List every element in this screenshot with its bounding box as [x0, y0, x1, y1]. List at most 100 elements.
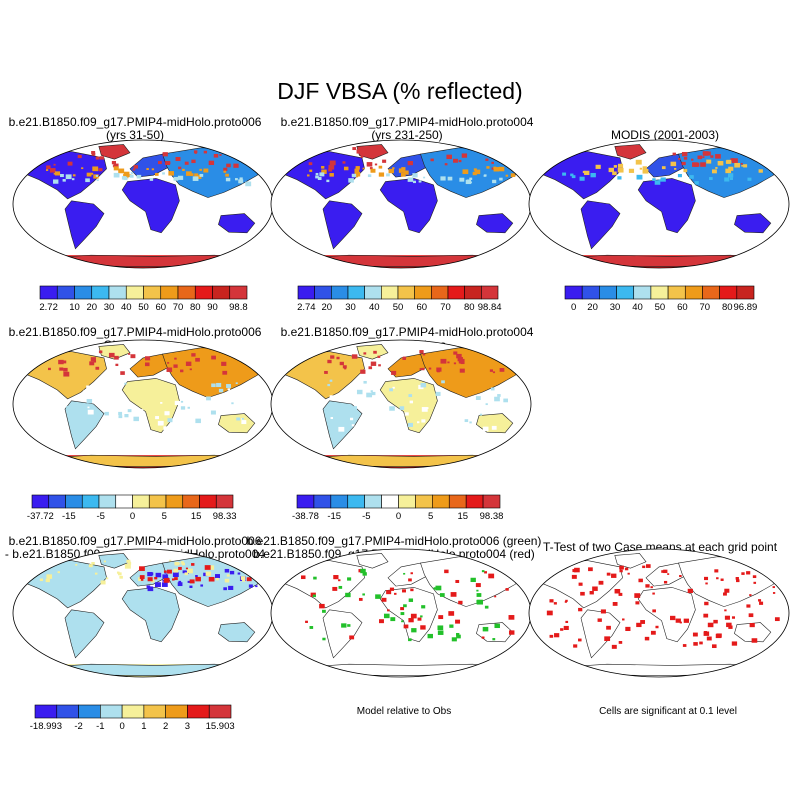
colorbar-swatch	[364, 285, 382, 300]
colorbar-swatch	[177, 285, 196, 300]
colorbar-swatch	[194, 285, 213, 300]
map-cell	[224, 578, 230, 583]
colorbar-swatch	[381, 285, 399, 300]
map-cell	[167, 362, 170, 364]
continent-australia	[734, 622, 772, 643]
map-cell	[248, 584, 253, 588]
map-cell	[347, 624, 351, 627]
map-cell	[462, 155, 465, 158]
panel-1-title-line2: (yrs 31-50)	[105, 128, 164, 142]
map-cell	[93, 360, 97, 363]
map-cell	[439, 593, 445, 597]
colorbar-swatch	[34, 704, 58, 719]
map-cell	[735, 577, 739, 580]
map-cell	[307, 174, 310, 177]
colorbar-tick-label: 0	[119, 721, 124, 732]
map-cell	[469, 177, 473, 180]
map-cell	[195, 575, 198, 578]
map-cell	[510, 173, 516, 177]
map-cell	[729, 177, 733, 180]
map-cell	[236, 417, 241, 421]
colorbar-swatch	[143, 285, 162, 300]
map-cell	[416, 421, 420, 424]
map-cell	[62, 179, 66, 182]
map-cell	[386, 173, 390, 177]
map-cell	[199, 168, 202, 171]
map-cell	[147, 571, 153, 577]
map-cell	[713, 619, 718, 624]
map-cell	[749, 594, 752, 596]
map-cell	[146, 168, 149, 171]
map-cell	[716, 633, 722, 638]
map-cell	[743, 164, 748, 168]
map-cell	[223, 587, 227, 591]
map-cell	[473, 425, 478, 429]
map-cell	[205, 571, 212, 576]
map-cell	[491, 167, 495, 170]
colorbar-tick-label: -38.78	[292, 511, 319, 522]
map-cell	[759, 601, 764, 605]
map-cell	[606, 625, 611, 630]
map-cell	[355, 166, 360, 170]
map-cell	[189, 579, 195, 584]
map-cell	[734, 162, 740, 168]
map-cell	[158, 161, 162, 165]
map-cell	[445, 396, 449, 399]
map-cell	[118, 415, 123, 419]
map-cell	[726, 622, 732, 628]
map-cell	[611, 644, 617, 649]
map-cell	[184, 570, 189, 574]
map-cell	[227, 406, 230, 408]
colorbar-tick-label: 98.84	[478, 302, 502, 313]
map-cell	[204, 565, 211, 570]
map-cell	[578, 582, 583, 586]
map-cell	[758, 599, 762, 602]
colorbar-swatch	[736, 285, 755, 300]
map-cell	[617, 163, 624, 168]
map-cell	[636, 174, 643, 180]
map-cell	[208, 576, 215, 582]
map-cell	[62, 360, 67, 364]
map-cell	[403, 170, 409, 175]
map-cell	[469, 421, 472, 424]
map-cell	[88, 564, 93, 568]
map-cell	[86, 398, 93, 404]
map-cell	[327, 383, 331, 387]
map-panel-8	[528, 548, 790, 678]
map-cell	[330, 355, 335, 359]
map-cell	[407, 422, 414, 427]
map-cell	[351, 354, 358, 359]
colorbar-tick-label: -15	[327, 511, 341, 522]
map-cell	[219, 154, 222, 156]
colorbar-swatch	[397, 285, 415, 300]
map-cell	[191, 353, 196, 357]
map-cell	[95, 366, 100, 370]
map-cell	[408, 618, 414, 623]
map-cell	[504, 408, 510, 412]
map-cell	[716, 577, 719, 580]
map-cell	[216, 382, 222, 388]
continent-antarctica	[548, 254, 774, 268]
map-cell	[407, 160, 413, 166]
map-cell	[459, 177, 465, 182]
map-cell	[389, 406, 395, 411]
map-cell	[490, 387, 495, 391]
colorbar-swatch	[148, 494, 167, 509]
map-cell	[203, 150, 208, 154]
continent-southAmerica	[64, 400, 105, 450]
map-cell	[590, 172, 596, 178]
map-cell	[747, 177, 752, 181]
map-cell	[508, 630, 515, 635]
map-cell	[508, 615, 515, 620]
map-cell	[356, 389, 363, 395]
colorbar-swatch	[165, 704, 188, 719]
colorbar-swatch	[633, 285, 652, 300]
map-cell	[178, 580, 182, 583]
continent-southAmerica	[322, 609, 363, 659]
map-cell	[326, 179, 330, 183]
map-border	[528, 548, 790, 678]
map-cell	[195, 576, 201, 582]
colorbar-panel-2: 2.74 20 30 40 50 60 70 80 98.84	[297, 285, 502, 313]
map-cell	[221, 361, 227, 366]
